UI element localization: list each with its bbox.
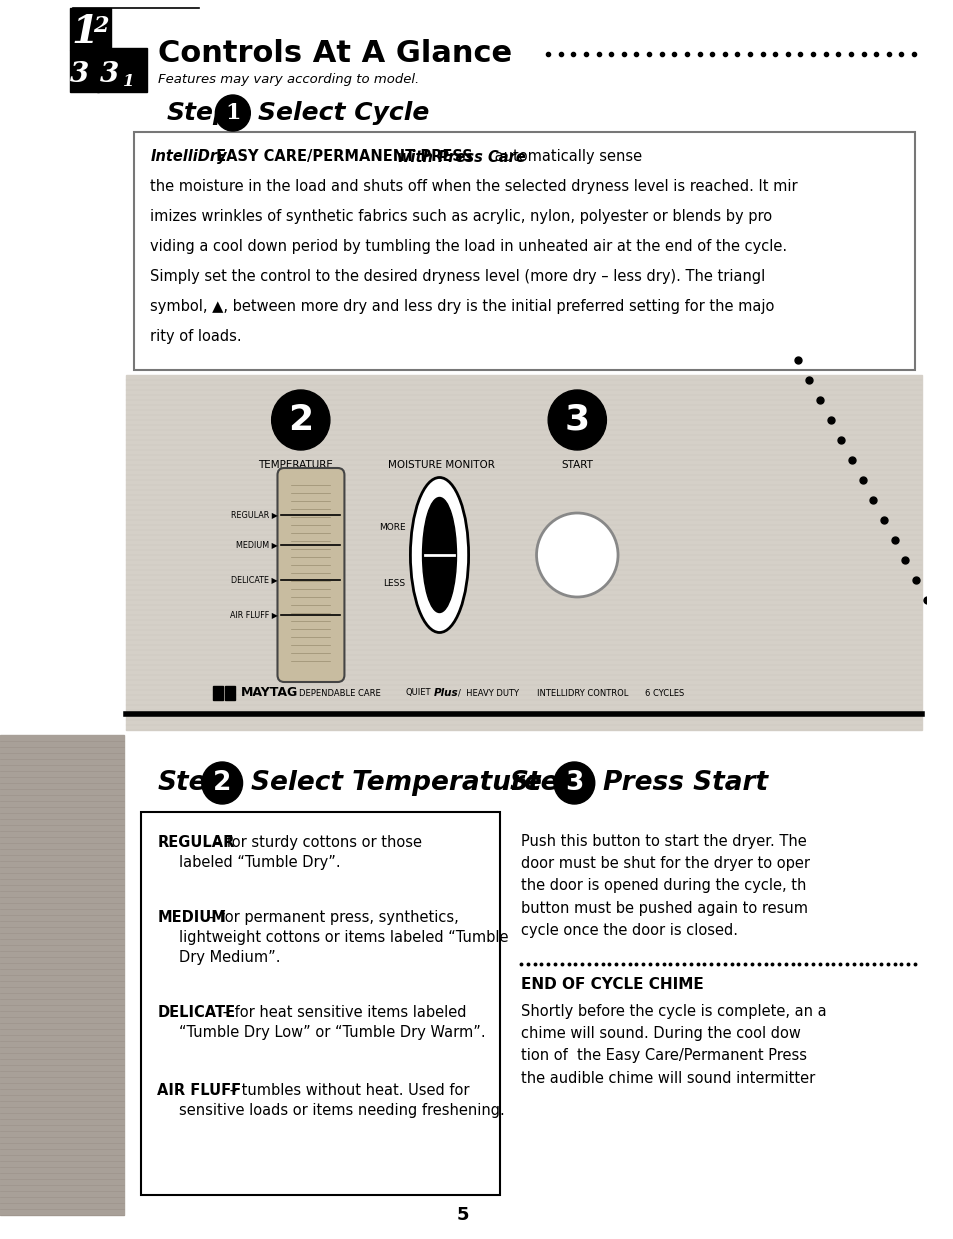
Text: INTELLIDRY CONTROL: INTELLIDRY CONTROL: [536, 689, 627, 698]
Text: 1: 1: [71, 12, 99, 51]
Bar: [225, 686, 234, 700]
Circle shape: [215, 95, 250, 131]
Text: sensitive loads or items needing freshening.: sensitive loads or items needing freshen…: [179, 1103, 505, 1118]
Text: 1: 1: [123, 73, 134, 90]
Text: Press Start: Press Start: [603, 769, 768, 795]
Text: 5: 5: [456, 1206, 469, 1224]
Text: Step: Step: [167, 102, 232, 125]
Text: 3: 3: [564, 769, 583, 795]
Text: MAYTAG: MAYTAG: [240, 686, 297, 700]
Text: 2: 2: [288, 403, 313, 437]
Text: MORE: MORE: [378, 523, 405, 532]
Text: Controls At A Glance: Controls At A Glance: [158, 40, 512, 68]
Text: MEDIUM ▶: MEDIUM ▶: [235, 540, 277, 550]
Text: viding a cool down period by tumbling the load in unheated air at the end of the: viding a cool down period by tumbling th…: [151, 239, 786, 254]
Text: Select Cycle: Select Cycle: [258, 102, 429, 125]
Text: 1: 1: [225, 102, 240, 124]
Text: DEPENDABLE CARE: DEPENDABLE CARE: [298, 689, 380, 698]
Text: QUIET: QUIET: [405, 689, 431, 698]
Text: 6 CYCLES: 6 CYCLES: [644, 689, 683, 698]
Bar: [140, 812, 499, 1194]
Text: Push this button to start the dryer. The
door must be shut for the dryer to oper: Push this button to start the dryer. The…: [520, 834, 809, 938]
Text: DELICATE ▶: DELICATE ▶: [231, 575, 277, 585]
Bar: [126, 375, 921, 730]
Text: MOISTURE MONITOR: MOISTURE MONITOR: [388, 460, 495, 470]
Text: Shortly before the cycle is complete, an a
chime will sound. During the cool dow: Shortly before the cycle is complete, an…: [520, 1004, 825, 1085]
Bar: [0, 735, 124, 1215]
Circle shape: [548, 390, 606, 450]
Text: Select Temperature: Select Temperature: [251, 769, 541, 795]
Text: – for heat sensitive items labeled: – for heat sensitive items labeled: [217, 1005, 466, 1020]
Bar: [70, 7, 111, 50]
Text: REGULAR: REGULAR: [157, 835, 234, 850]
FancyBboxPatch shape: [277, 468, 344, 681]
Text: Features may vary according to model.: Features may vary according to model.: [158, 73, 419, 85]
Ellipse shape: [410, 477, 468, 632]
Bar: [70, 50, 99, 92]
Text: – for sturdy cottons or those: – for sturdy cottons or those: [210, 835, 422, 850]
Text: – tumbles without heat. Used for: – tumbles without heat. Used for: [225, 1083, 469, 1098]
Text: TEMPERATURE: TEMPERATURE: [258, 460, 333, 470]
Bar: [97, 48, 148, 92]
Text: automatically sense: automatically sense: [490, 150, 641, 165]
Text: START: START: [560, 460, 593, 470]
Bar: [133, 133, 914, 370]
Circle shape: [202, 762, 242, 804]
Bar: [213, 686, 223, 700]
Text: REGULAR ▶: REGULAR ▶: [231, 510, 277, 519]
Text: lightweight cottons or items labeled “Tumble: lightweight cottons or items labeled “Tu…: [179, 930, 509, 945]
Text: Step: Step: [509, 769, 578, 795]
Circle shape: [536, 513, 618, 597]
Text: /  HEAVY DUTY: / HEAVY DUTY: [457, 689, 518, 698]
Text: the moisture in the load and shuts off when the selected dryness level is reache: the moisture in the load and shuts off w…: [151, 180, 797, 195]
Text: Dry Medium”.: Dry Medium”.: [179, 950, 281, 965]
Circle shape: [554, 762, 594, 804]
Text: 2: 2: [213, 769, 232, 795]
Text: 3: 3: [564, 403, 589, 437]
Text: – for permanent press, synthetics,: – for permanent press, synthetics,: [202, 909, 457, 926]
Text: “Tumble Dry Low” or “Tumble Dry Warm”.: “Tumble Dry Low” or “Tumble Dry Warm”.: [179, 1025, 486, 1040]
Circle shape: [272, 390, 330, 450]
Text: 3: 3: [70, 61, 89, 88]
Text: AIR FLUFF ▶: AIR FLUFF ▶: [230, 611, 277, 620]
Text: labeled “Tumble Dry”.: labeled “Tumble Dry”.: [179, 855, 341, 870]
Text: symbol, ▲, between more dry and less dry is the initial preferred setting for th: symbol, ▲, between more dry and less dry…: [151, 300, 774, 315]
Text: rity of loads.: rity of loads.: [151, 330, 242, 344]
Text: MEDIUM: MEDIUM: [157, 909, 226, 926]
Text: LESS: LESS: [383, 579, 405, 587]
Text: with Press Care: with Press Care: [396, 150, 525, 165]
Text: 3: 3: [100, 62, 119, 88]
Text: EASY CARE/PERMANENT PRESS: EASY CARE/PERMANENT PRESS: [211, 150, 476, 165]
Text: imizes wrinkles of synthetic fabrics such as acrylic, nylon, polyester or blends: imizes wrinkles of synthetic fabrics suc…: [151, 209, 772, 224]
Text: END OF CYCLE CHIME: END OF CYCLE CHIME: [520, 978, 703, 992]
Text: Simply set the control to the desired dryness level (more dry – less dry). The t: Simply set the control to the desired dr…: [151, 270, 765, 285]
Text: 2: 2: [93, 15, 109, 37]
Ellipse shape: [422, 498, 456, 612]
Text: AIR FLUFF: AIR FLUFF: [157, 1083, 241, 1098]
Text: DELICATE: DELICATE: [157, 1005, 235, 1020]
Text: IntelliDry: IntelliDry: [151, 150, 227, 165]
Text: Step: Step: [157, 769, 225, 795]
Text: Plus: Plus: [434, 688, 457, 698]
